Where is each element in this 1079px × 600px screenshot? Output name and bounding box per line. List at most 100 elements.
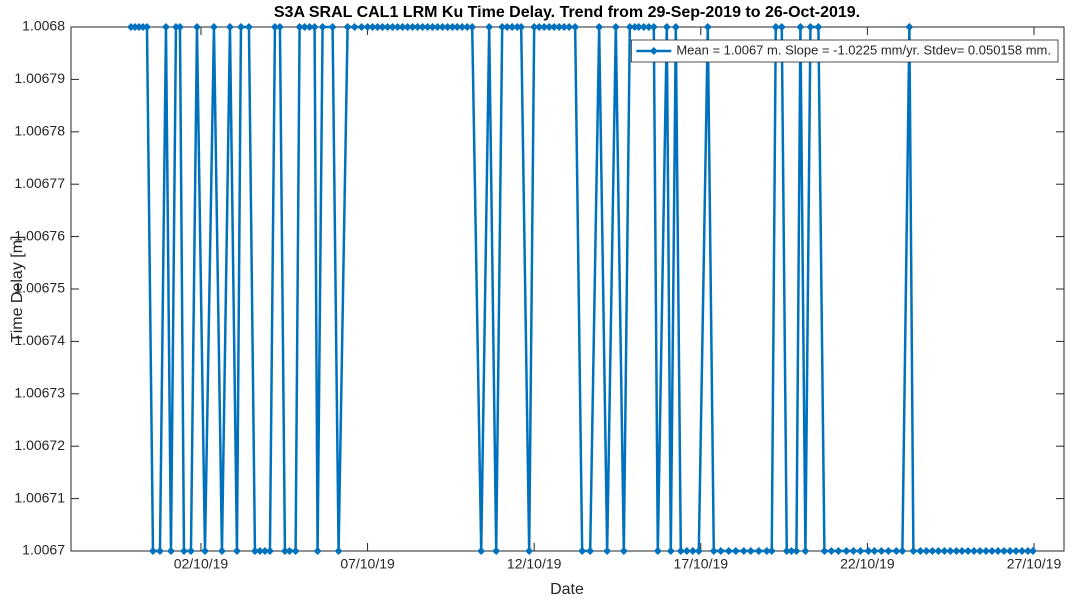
- data-point: [964, 547, 973, 555]
- x-tick-label: 17/10/19: [674, 556, 729, 572]
- legend-marker: [649, 47, 658, 55]
- x-tick-label: 12/10/19: [507, 556, 562, 572]
- data-point: [1012, 547, 1021, 555]
- data-point: [565, 23, 574, 31]
- data-point: [408, 23, 417, 31]
- data-point: [762, 547, 771, 555]
- y-tick-label: 1.00676: [14, 227, 65, 243]
- data-point: [586, 547, 595, 555]
- data-point: [378, 23, 387, 31]
- data-point: [328, 23, 337, 31]
- data-point: [703, 23, 712, 31]
- data-point: [485, 23, 494, 31]
- data-point: [232, 547, 241, 555]
- data-point: [671, 23, 680, 31]
- data-point: [877, 547, 886, 555]
- data-point: [560, 23, 569, 31]
- data-point: [244, 23, 253, 31]
- data-point: [175, 23, 184, 31]
- data-point: [343, 23, 352, 31]
- legend: Mean = 1.0067 m. Slope = -1.0225 mm/yr. …: [630, 39, 1059, 63]
- data-point: [535, 23, 544, 31]
- data-point: [468, 23, 477, 31]
- x-tick-label: 22/10/19: [840, 556, 895, 572]
- data-point: [350, 23, 359, 31]
- data-point: [260, 547, 269, 555]
- x-tick-label: 07/10/19: [340, 556, 395, 572]
- data-point: [649, 23, 658, 31]
- data-point: [1018, 547, 1027, 555]
- data-point: [217, 547, 226, 555]
- data-point: [540, 23, 549, 31]
- data-point: [611, 23, 620, 31]
- data-point: [988, 547, 997, 555]
- data-point: [922, 547, 931, 555]
- data-point: [265, 547, 274, 555]
- data-point: [555, 23, 564, 31]
- data-point: [236, 23, 245, 31]
- data-point: [192, 23, 201, 31]
- data-point: [1000, 547, 1009, 555]
- data-point: [433, 23, 442, 31]
- data-point: [746, 547, 755, 555]
- data-point: [255, 547, 264, 555]
- data-point: [363, 23, 372, 31]
- data-point: [571, 23, 580, 31]
- data-point: [1006, 547, 1015, 555]
- y-axis-label: Time Delay [m]: [9, 236, 26, 343]
- data-point: [398, 23, 407, 31]
- data-point: [403, 23, 412, 31]
- data-point: [595, 23, 604, 31]
- data-point: [525, 547, 534, 555]
- data-point: [142, 23, 151, 31]
- data-point: [782, 547, 791, 555]
- data-point: [820, 547, 829, 555]
- y-tick-label: 1.00677: [14, 175, 65, 191]
- data-point: [694, 547, 703, 555]
- data-point: [438, 23, 447, 31]
- data-point: [477, 547, 486, 555]
- data-point: [517, 23, 526, 31]
- legend-box: [630, 39, 1059, 63]
- y-tick-label: 1.00672: [14, 437, 65, 453]
- data-point: [676, 547, 685, 555]
- data-point: [666, 547, 675, 555]
- data-point: [578, 547, 587, 555]
- data-point: [864, 547, 873, 555]
- data-point: [682, 547, 691, 555]
- data-point: [393, 23, 402, 31]
- data-point: [771, 23, 780, 31]
- data-point: [982, 547, 991, 555]
- data-point: [492, 547, 501, 555]
- data-point: [842, 547, 851, 555]
- data-point: [970, 547, 979, 555]
- y-tick-label: 1.00678: [14, 123, 65, 139]
- data-point: [634, 23, 643, 31]
- data-point: [186, 547, 195, 555]
- data-point: [952, 547, 961, 555]
- data-point: [275, 23, 284, 31]
- data-point: [892, 547, 901, 555]
- legend-label: Mean = 1.0067 m. Slope = -1.0225 mm/yr. …: [676, 42, 1051, 57]
- data-point: [905, 23, 914, 31]
- data-point: [653, 547, 662, 555]
- data-point: [909, 547, 918, 555]
- data-point: [994, 547, 1003, 555]
- data-point: [270, 23, 279, 31]
- y-tick-label: 1.00673: [14, 385, 65, 401]
- data-point: [792, 547, 801, 555]
- data-point: [834, 547, 843, 555]
- data-point: [777, 23, 786, 31]
- data-point: [498, 23, 507, 31]
- y-tick-label: 1.00679: [14, 70, 65, 86]
- data-point: [357, 23, 366, 31]
- data-point: [503, 23, 512, 31]
- data-point: [1029, 547, 1038, 555]
- x-tick-label: 27/10/19: [1007, 556, 1062, 572]
- x-axis-label: Date: [550, 581, 584, 598]
- data-point: [688, 547, 697, 555]
- data-point: [976, 547, 985, 555]
- data-point: [796, 23, 805, 31]
- data-point: [731, 547, 740, 555]
